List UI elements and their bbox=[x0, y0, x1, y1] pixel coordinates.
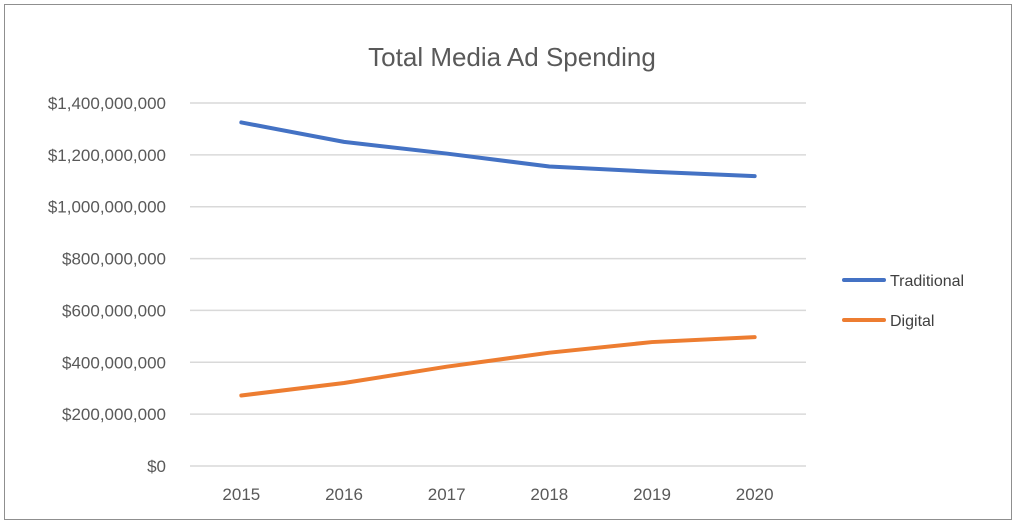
legend-label: Digital bbox=[890, 313, 934, 330]
series-lines bbox=[239, 120, 757, 398]
y-tick-label: $1,000,000,000 bbox=[48, 198, 166, 217]
x-tick-label: 2017 bbox=[428, 485, 466, 504]
y-tick-label: $400,000,000 bbox=[62, 353, 166, 372]
y-tick-label: $200,000,000 bbox=[62, 405, 166, 424]
y-tick-label: $1,200,000,000 bbox=[48, 146, 166, 165]
x-tick-label: 2016 bbox=[325, 485, 363, 504]
y-tick-label: $1,400,000,000 bbox=[48, 94, 166, 113]
x-axis-labels: 2015 2016 2017 2018 2019 2020 bbox=[222, 485, 773, 504]
y-tick-label: $600,000,000 bbox=[62, 301, 166, 320]
x-tick-label: 2020 bbox=[736, 485, 774, 504]
y-tick-label: $800,000,000 bbox=[62, 250, 166, 269]
x-tick-label: 2019 bbox=[633, 485, 671, 504]
legend-label: Traditional bbox=[890, 273, 964, 290]
series-line-traditional bbox=[239, 120, 757, 179]
y-axis-labels: $0 $200,000,000 $400,000,000 $600,000,000 $8… bbox=[48, 94, 166, 476]
chart-frame bbox=[4, 4, 1012, 520]
chart-title: Total Media Ad Spending bbox=[368, 42, 656, 72]
x-tick-label: 2015 bbox=[222, 485, 260, 504]
legend: Traditional Digital bbox=[842, 273, 964, 330]
y-tick-label: $0 bbox=[147, 457, 166, 476]
x-tick-label: 2018 bbox=[530, 485, 568, 504]
series-line-digital bbox=[239, 335, 757, 398]
grid-lines bbox=[190, 102, 806, 467]
